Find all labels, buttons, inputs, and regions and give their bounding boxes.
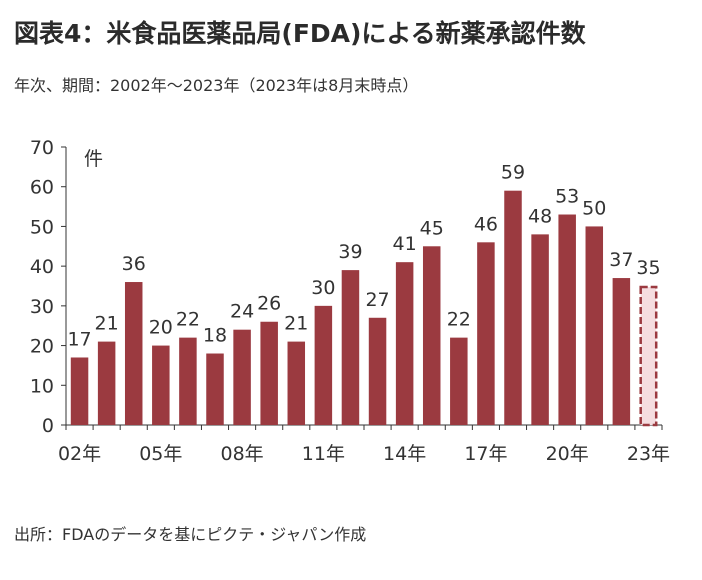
bar [233, 329, 251, 425]
chart-subtitle: 年次、期間：2002年～2023年（2023年は8月末時点） [14, 76, 419, 95]
bar [504, 190, 522, 425]
y-tick-label: 10 [30, 375, 54, 397]
data-label: 21 [95, 313, 119, 335]
data-label: 17 [67, 328, 91, 350]
data-label: 18 [203, 325, 227, 347]
bar [341, 270, 360, 425]
data-label: 30 [311, 277, 335, 299]
bar [70, 357, 89, 425]
bar [450, 337, 468, 425]
bar [395, 262, 414, 425]
data-label: 53 [555, 186, 579, 208]
y-tick-label: 20 [30, 336, 54, 358]
bar [152, 345, 170, 425]
x-tick-label: 02年 [58, 443, 101, 465]
y-unit-label: 件 [84, 148, 103, 170]
source-note: 出所：FDAのデータを基にピクテ・ジャパン作成 [14, 525, 367, 544]
chart-title: 図表4：米食品医薬品局(FDA)による新薬承認件数 [14, 19, 586, 48]
bar [260, 321, 278, 425]
y-tick-label: 50 [30, 216, 54, 238]
data-label: 50 [582, 197, 606, 219]
y-tick-label: 30 [30, 296, 54, 318]
data-label: 41 [393, 233, 417, 255]
x-tick-label: 11年 [302, 443, 345, 465]
data-label: 45 [420, 217, 444, 239]
bar [612, 278, 631, 425]
bar [124, 282, 143, 425]
data-label: 39 [338, 241, 362, 263]
data-label: 22 [447, 309, 471, 331]
data-label: 48 [528, 205, 552, 227]
data-label: 20 [149, 317, 173, 339]
bar [287, 341, 306, 425]
x-tick-label: 23年 [627, 443, 670, 465]
y-tick-label: 0 [42, 415, 54, 437]
y-tick-label: 60 [30, 177, 54, 199]
x-tick-label: 17年 [464, 443, 507, 465]
bar [477, 242, 495, 425]
data-label: 27 [365, 289, 389, 311]
y-tick-label: 40 [30, 256, 54, 278]
bar [179, 337, 197, 425]
data-label: 26 [257, 293, 281, 315]
bar [97, 341, 116, 425]
data-label: 46 [474, 213, 498, 235]
bar [531, 234, 549, 425]
data-label: 24 [230, 301, 254, 323]
x-tick-label: 08年 [220, 443, 263, 465]
y-tick-label: 70 [30, 137, 54, 159]
data-label: 21 [284, 313, 308, 335]
bar [422, 246, 441, 425]
bar [206, 353, 224, 425]
data-label: 36 [122, 253, 146, 275]
data-label: 22 [176, 309, 200, 331]
data-label: 59 [501, 162, 525, 184]
bar [314, 305, 333, 425]
bar [368, 317, 387, 425]
data-label: 35 [636, 257, 660, 279]
bar-partial [639, 285, 658, 427]
bar [585, 226, 604, 425]
x-tick-label: 05年 [139, 443, 182, 465]
x-tick-label: 20年 [546, 443, 589, 465]
bar [558, 214, 576, 425]
data-label: 37 [609, 249, 633, 271]
x-tick-label: 14年 [383, 443, 426, 465]
